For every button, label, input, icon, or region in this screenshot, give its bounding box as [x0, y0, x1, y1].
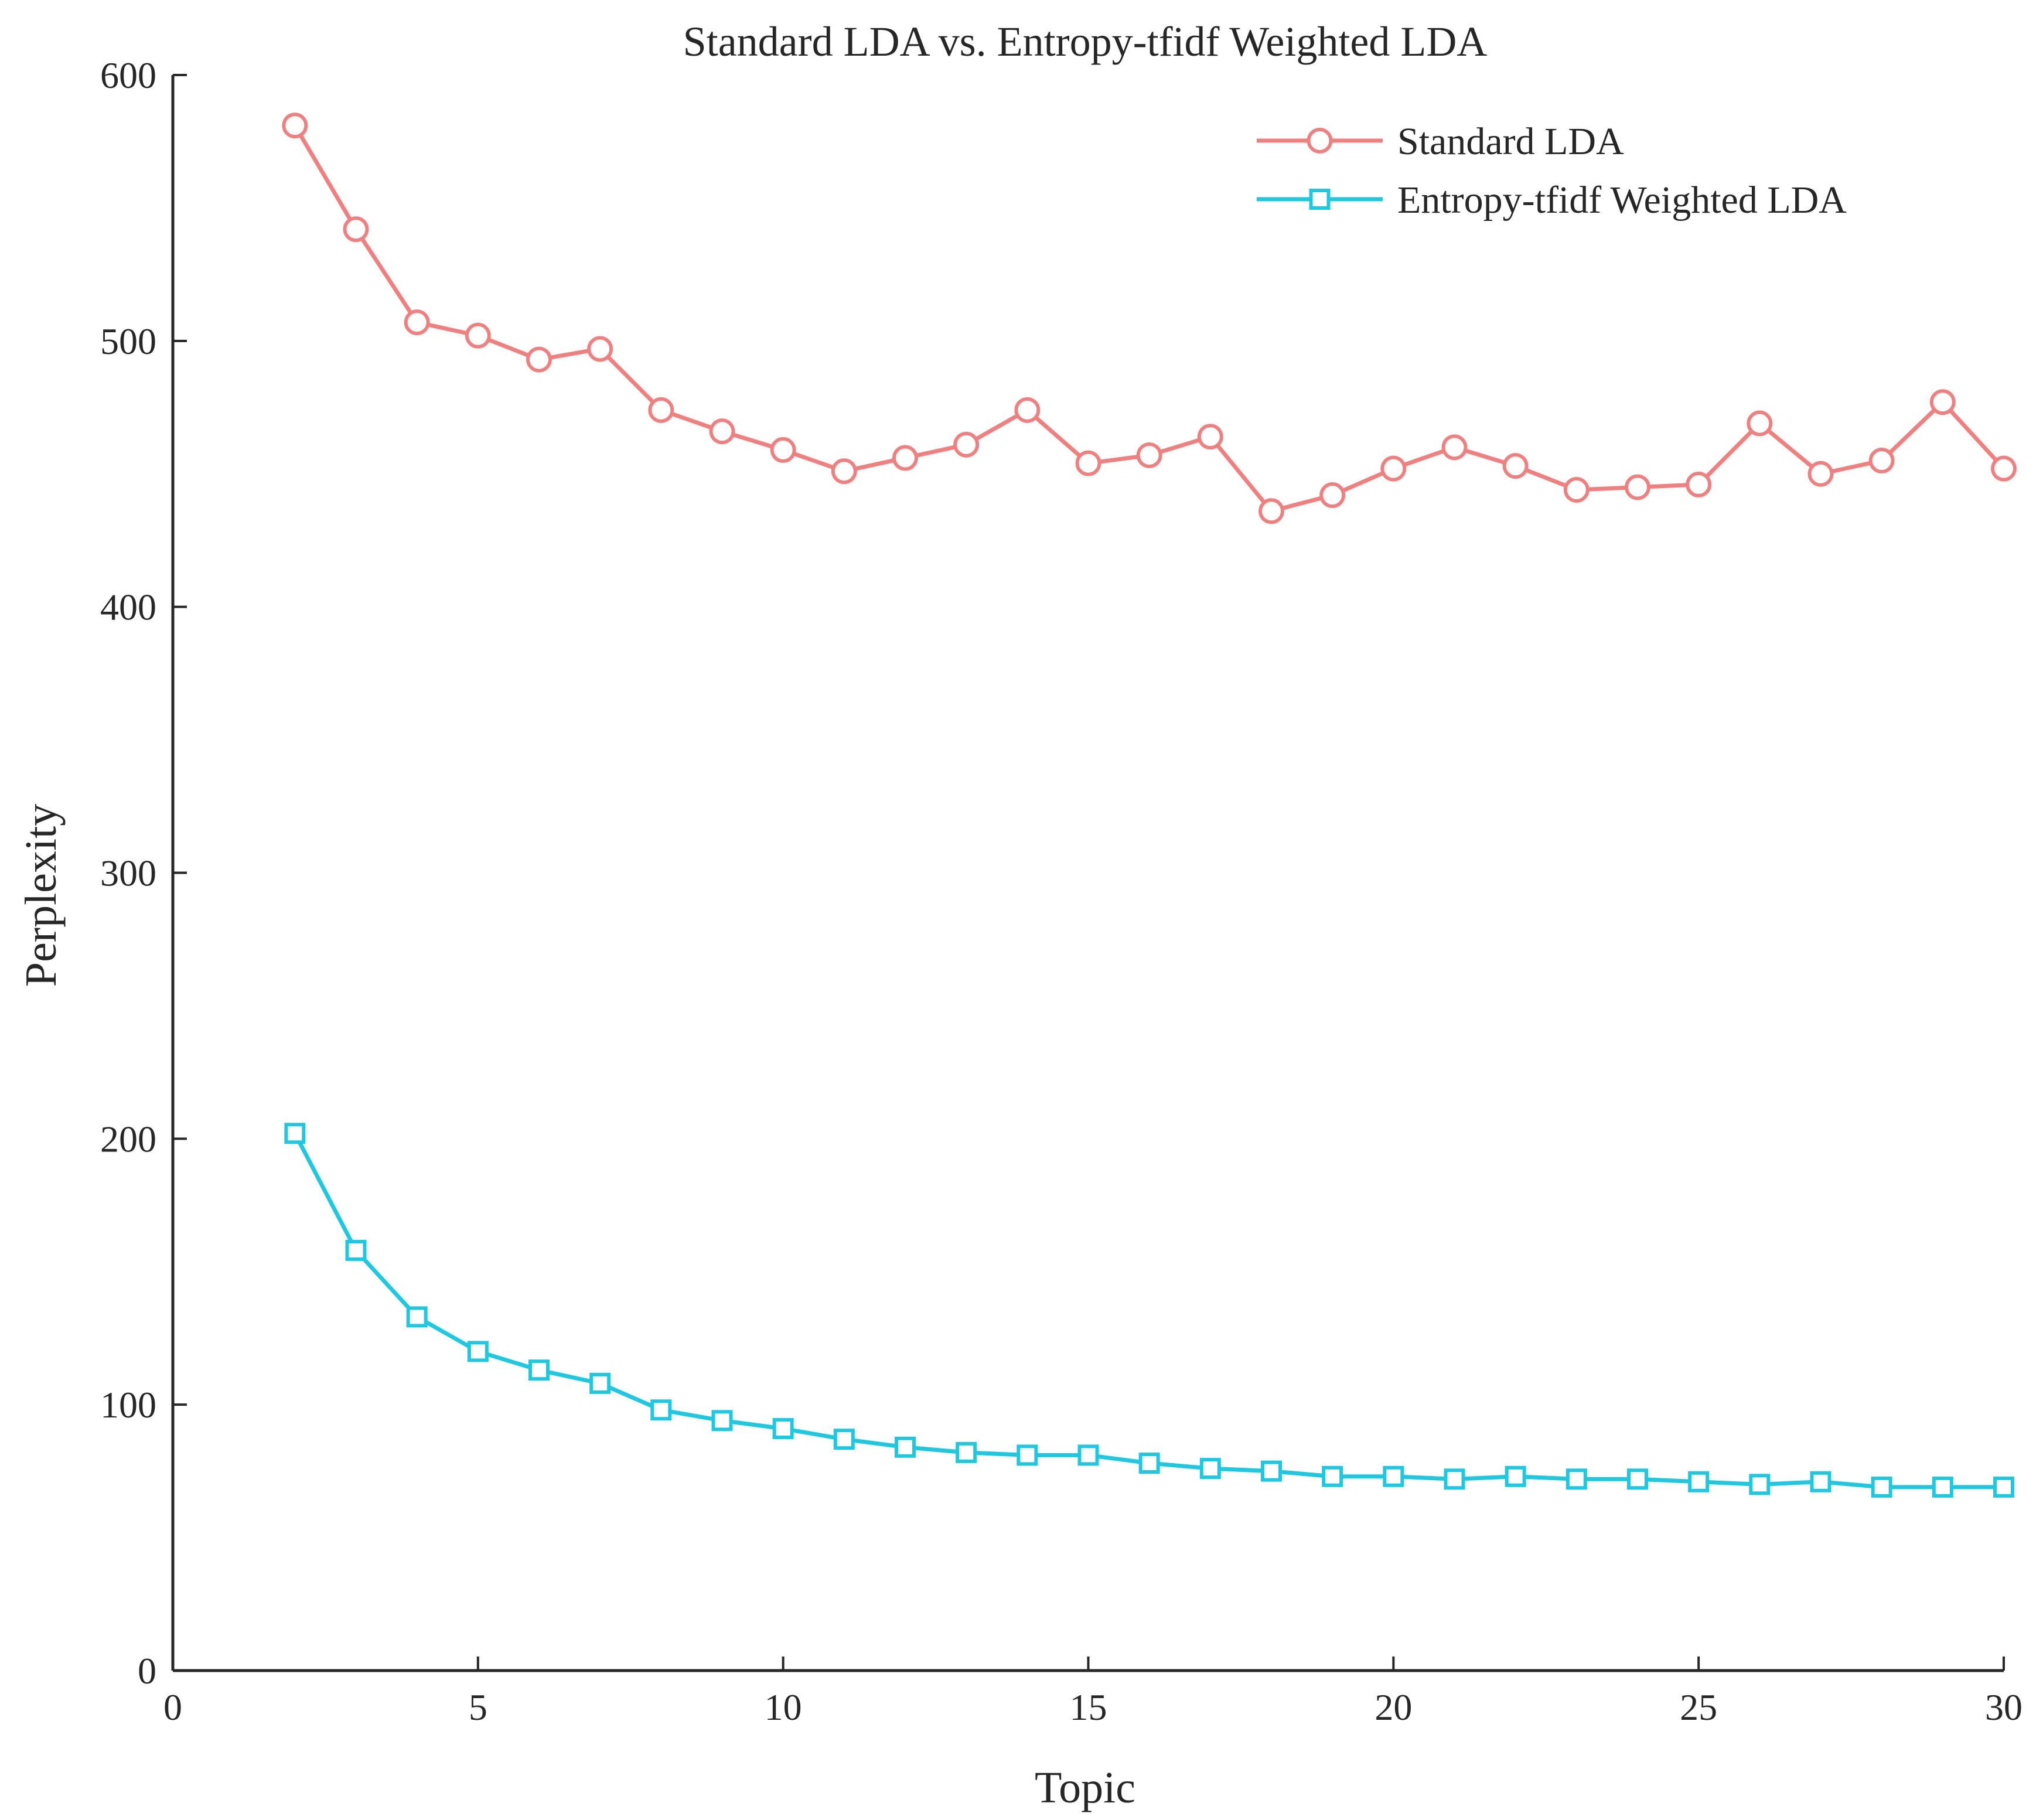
data-point: [406, 1306, 428, 1328]
y-tick-label: 0: [138, 1650, 156, 1692]
data-point: [1014, 397, 1041, 423]
data-point: [1625, 474, 1650, 500]
y-tick-label: 400: [100, 587, 156, 628]
data-point: [1932, 1476, 1953, 1498]
data-point: [1565, 1468, 1587, 1490]
series-layer: [282, 113, 2017, 1498]
data-point: [1380, 455, 1407, 482]
legend-entry: Standard LDA: [1257, 120, 1624, 163]
data-point: [1077, 1444, 1099, 1466]
data-point: [831, 458, 857, 485]
data-point: [833, 1429, 855, 1450]
data-point: [650, 1399, 672, 1421]
data-point: [1502, 453, 1529, 479]
data-point: [1136, 442, 1162, 468]
legend-label: Entropy-tfidf Weighted LDA: [1397, 179, 1847, 221]
data-point: [1810, 1471, 1831, 1492]
data-point: [1688, 1471, 1710, 1492]
y-axis-label: Perplexity: [16, 804, 66, 987]
x-tick-label: 30: [1985, 1686, 2022, 1728]
y-tick-label: 300: [100, 853, 156, 894]
data-point: [1017, 1444, 1038, 1466]
x-tick-label: 10: [765, 1686, 802, 1728]
y-tick-label: 600: [100, 54, 156, 96]
legend: Standard LDA Entropy-tfidf Weighted LDA: [1257, 120, 1847, 221]
data-point: [709, 418, 735, 445]
chart-title: Standard LDA vs. Entropy-tfidf Weighted …: [683, 18, 1488, 65]
data-point: [1868, 448, 1895, 474]
x-tick-label: 0: [163, 1686, 182, 1728]
x-tick-label: 15: [1070, 1686, 1107, 1728]
data-point: [772, 1418, 794, 1440]
data-point: [589, 1372, 611, 1394]
data-point: [467, 1341, 489, 1362]
data-point: [1441, 434, 1468, 461]
data-point: [1383, 1465, 1404, 1487]
data-point: [895, 1436, 916, 1458]
data-point: [465, 322, 491, 349]
data-point: [1444, 1468, 1465, 1490]
data-point: [1563, 476, 1590, 503]
data-point: [1749, 1474, 1771, 1495]
data-point: [526, 346, 552, 373]
data-point: [892, 445, 918, 471]
data-point: [1871, 1476, 1892, 1498]
data-point: [1505, 1465, 1526, 1487]
data-point: [404, 309, 430, 336]
y-tick-label: 200: [100, 1118, 156, 1160]
series-entropy-tfidf-weighted-lda: [284, 1123, 2014, 1498]
legend-entry: Entropy-tfidf Weighted LDA: [1257, 179, 1847, 221]
legend-label: Standard LDA: [1397, 120, 1624, 163]
data-point: [343, 216, 369, 243]
data-point: [528, 1359, 550, 1381]
y-tick-label: 500: [100, 321, 156, 362]
data-point: [284, 1123, 306, 1144]
data-point: [1929, 389, 1956, 415]
data-point: [770, 437, 796, 463]
x-tick-label: 20: [1374, 1686, 1412, 1728]
data-point: [1322, 1465, 1343, 1487]
data-point: [1319, 482, 1346, 509]
series-line: [293, 1132, 2004, 1490]
data-point: [711, 1410, 733, 1432]
data-point: [1261, 1460, 1282, 1482]
data-point: [1686, 471, 1712, 497]
data-point: [1258, 498, 1284, 524]
legend-marker: [1307, 128, 1333, 154]
data-point: [587, 336, 613, 362]
data-point: [1138, 1453, 1160, 1474]
data-point: [953, 431, 980, 458]
data-point: [1807, 461, 1834, 487]
data-point: [1075, 450, 1101, 476]
data-point: [345, 1239, 367, 1261]
series-standard-lda: [282, 113, 2017, 524]
data-point: [282, 113, 308, 139]
data-point: [648, 397, 674, 423]
y-tick-label: 100: [100, 1384, 156, 1426]
x-tick-label: 25: [1680, 1686, 1717, 1728]
data-point: [1993, 1476, 2014, 1498]
data-point: [1199, 1458, 1221, 1480]
x-axis-label: Topic: [1035, 1763, 1135, 1812]
data-point: [1197, 424, 1223, 450]
data-point: [1747, 410, 1773, 437]
axes: [171, 75, 2004, 1672]
data-point: [1627, 1468, 1648, 1490]
data-point: [956, 1441, 977, 1463]
legend-marker: [1309, 189, 1331, 210]
data-point: [1991, 455, 2017, 482]
x-tick-label: 5: [469, 1686, 487, 1728]
